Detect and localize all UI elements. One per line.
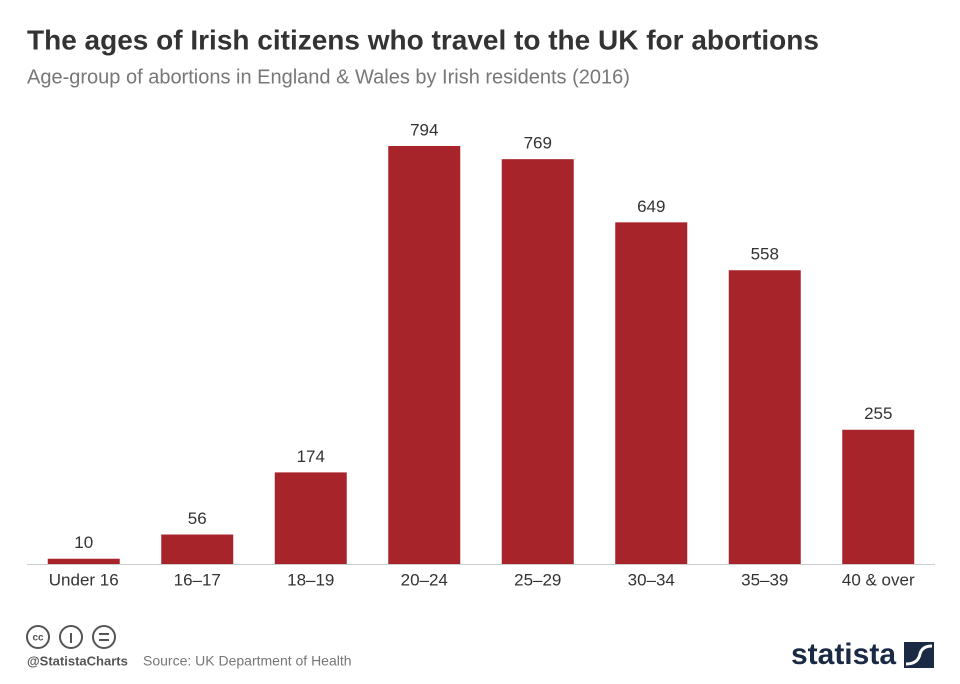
bar	[615, 222, 688, 564]
value-label: 56	[188, 509, 207, 528]
license-icons	[26, 625, 116, 649]
brand-icon-wave	[905, 644, 933, 666]
chart-title: The ages of Irish citizens who travel to…	[27, 24, 819, 55]
value-label: 255	[864, 404, 892, 423]
x-tick-label: 20–24	[401, 570, 448, 589]
brand-logo: statista	[791, 638, 896, 671]
x-tick-label: 25–29	[514, 570, 561, 589]
x-tick-label: 40 & over	[842, 570, 915, 589]
chart-subtitle: Age-group of abortions in England & Wale…	[27, 66, 630, 88]
bar	[388, 146, 461, 564]
value-label: 558	[751, 245, 779, 264]
value-label: 769	[524, 134, 552, 153]
value-label: 10	[74, 533, 93, 552]
bar	[47, 558, 120, 564]
bar	[501, 159, 574, 565]
source: Source: UK Department of Health	[143, 653, 352, 669]
bar	[728, 270, 801, 564]
x-tick-label: 35–39	[741, 570, 788, 589]
bar	[274, 472, 347, 564]
x-tick-label: 30–34	[628, 570, 675, 589]
bar	[842, 429, 915, 564]
x-tick-label: 16–17	[174, 570, 221, 589]
credit: @StatistaCharts	[27, 653, 128, 668]
cc-icon-text: cc	[32, 633, 44, 644]
value-label: 174	[297, 447, 325, 466]
x-tick-label: Under 16	[49, 570, 119, 589]
value-label: 794	[410, 120, 438, 139]
x-tick-label: 18–19	[287, 570, 334, 589]
value-label: 649	[637, 197, 665, 216]
bar	[161, 534, 234, 564]
